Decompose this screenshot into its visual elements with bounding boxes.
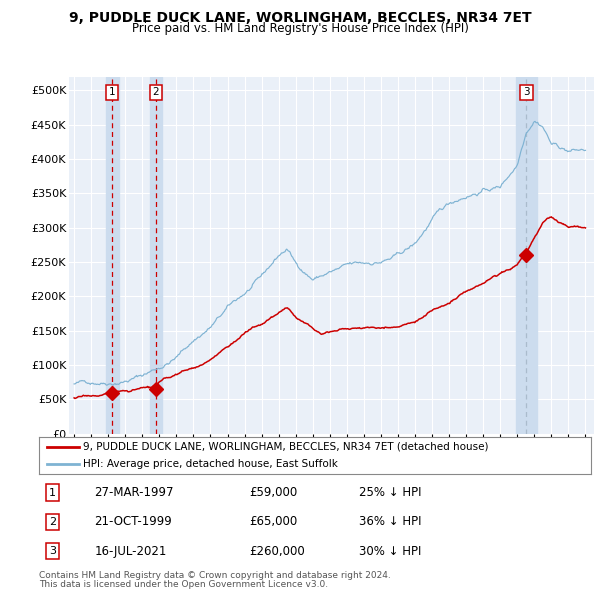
Text: 9, PUDDLE DUCK LANE, WORLINGHAM, BECCLES, NR34 7ET: 9, PUDDLE DUCK LANE, WORLINGHAM, BECCLES… bbox=[68, 11, 532, 25]
Text: 9, PUDDLE DUCK LANE, WORLINGHAM, BECCLES, NR34 7ET (detached house): 9, PUDDLE DUCK LANE, WORLINGHAM, BECCLES… bbox=[83, 442, 488, 451]
Text: 2: 2 bbox=[152, 87, 159, 97]
Text: 27-MAR-1997: 27-MAR-1997 bbox=[94, 486, 174, 499]
Text: 16-JUL-2021: 16-JUL-2021 bbox=[94, 545, 167, 558]
Text: 21-OCT-1999: 21-OCT-1999 bbox=[94, 515, 172, 529]
Text: £59,000: £59,000 bbox=[249, 486, 297, 499]
Bar bbox=[106, 77, 119, 434]
Text: £65,000: £65,000 bbox=[249, 515, 297, 529]
Text: 2: 2 bbox=[49, 517, 56, 527]
Bar bbox=[516, 77, 537, 434]
Text: 1: 1 bbox=[49, 487, 56, 497]
Text: HPI: Average price, detached house, East Suffolk: HPI: Average price, detached house, East… bbox=[83, 459, 338, 468]
Text: £260,000: £260,000 bbox=[249, 545, 305, 558]
Text: This data is licensed under the Open Government Licence v3.0.: This data is licensed under the Open Gov… bbox=[39, 580, 328, 589]
Text: 1: 1 bbox=[109, 87, 115, 97]
Text: 3: 3 bbox=[523, 87, 530, 97]
Bar bbox=[149, 77, 163, 434]
Text: 36% ↓ HPI: 36% ↓ HPI bbox=[359, 515, 422, 529]
Text: 3: 3 bbox=[49, 546, 56, 556]
Text: 30% ↓ HPI: 30% ↓ HPI bbox=[359, 545, 422, 558]
Text: Contains HM Land Registry data © Crown copyright and database right 2024.: Contains HM Land Registry data © Crown c… bbox=[39, 571, 391, 579]
Text: Price paid vs. HM Land Registry's House Price Index (HPI): Price paid vs. HM Land Registry's House … bbox=[131, 22, 469, 35]
Text: 25% ↓ HPI: 25% ↓ HPI bbox=[359, 486, 422, 499]
